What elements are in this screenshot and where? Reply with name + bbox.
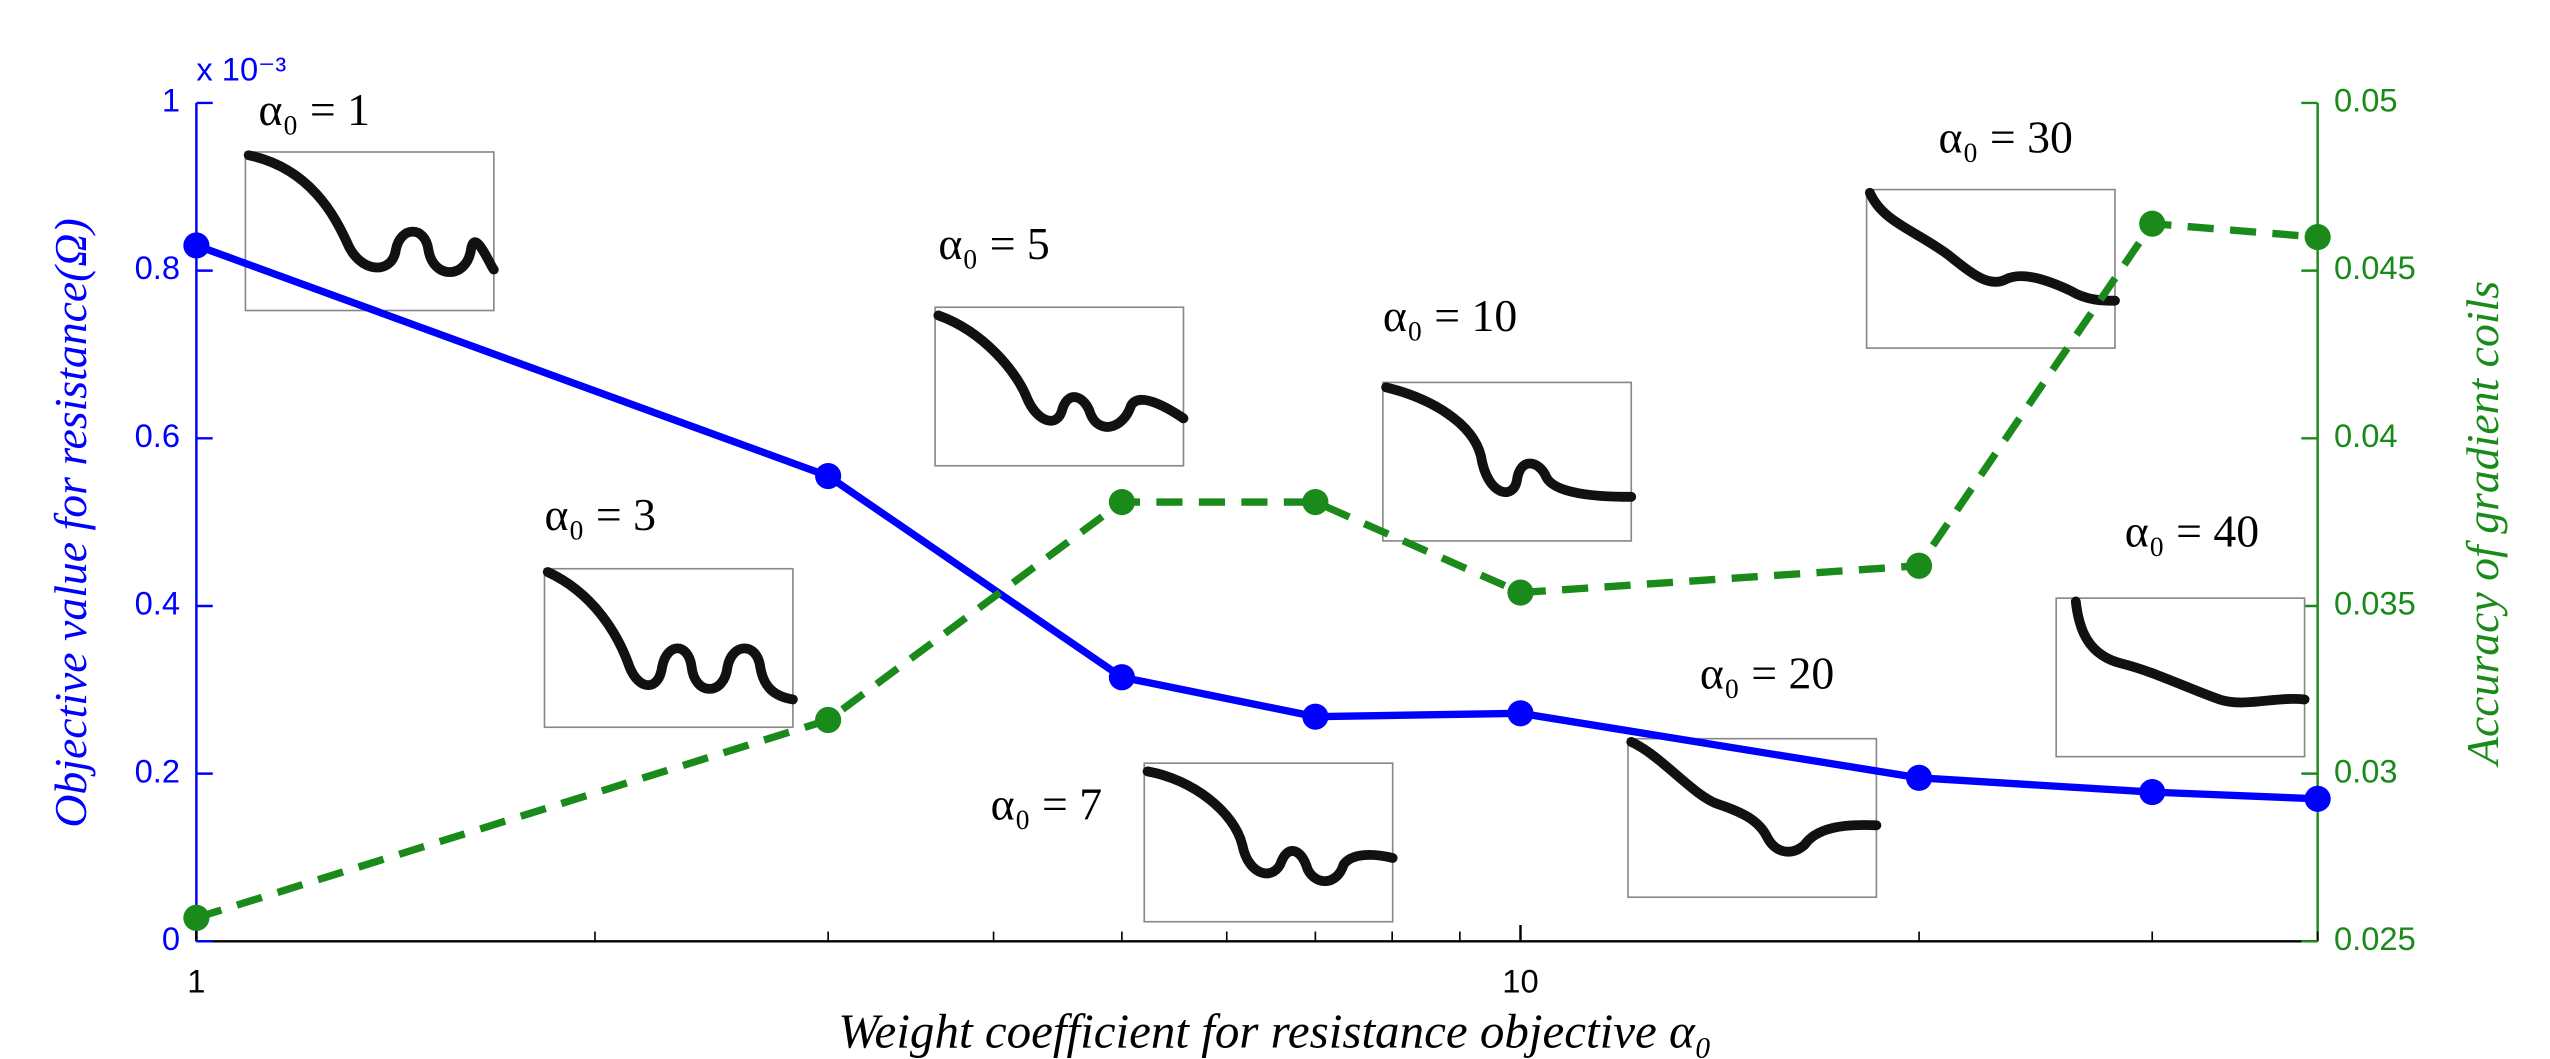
x-tick-label: 1 bbox=[187, 962, 205, 999]
data-point bbox=[1302, 489, 1328, 515]
annotation: α₀ = 5 bbox=[938, 218, 1049, 269]
annotation: α₀ = 1 bbox=[258, 84, 369, 135]
data-point bbox=[815, 463, 841, 489]
y2-axis-label: Accuracy of gradient coils bbox=[2457, 281, 2508, 768]
thumbnail-frame bbox=[245, 152, 493, 311]
y-multiplier: x 10⁻³ bbox=[196, 51, 286, 88]
coil-thumbnail bbox=[1867, 190, 2115, 349]
y2-tick-label: 0.05 bbox=[2334, 82, 2398, 119]
data-point bbox=[2139, 211, 2165, 237]
data-point bbox=[1109, 489, 1135, 515]
data-point bbox=[1507, 579, 1533, 605]
annotation: α₀ = 20 bbox=[1700, 648, 1834, 699]
y-tick-label: 0.8 bbox=[135, 249, 180, 286]
y2-tick-label: 0.04 bbox=[2334, 417, 2398, 454]
y2-tick-label: 0.045 bbox=[2334, 249, 2416, 286]
data-point bbox=[1906, 765, 1932, 791]
annotation: α₀ = 40 bbox=[2125, 506, 2259, 557]
data-point bbox=[2139, 779, 2165, 805]
data-point bbox=[183, 232, 209, 258]
coil-thumbnail bbox=[935, 307, 1183, 466]
annotation: α₀ = 30 bbox=[1939, 112, 2073, 163]
coil-thumbnail bbox=[245, 152, 493, 311]
y-tick-label: 0.4 bbox=[135, 585, 180, 622]
y-tick-label: 0.6 bbox=[135, 417, 180, 454]
annotation: α₀ = 7 bbox=[991, 778, 1102, 829]
y2-tick-label: 0.03 bbox=[2334, 752, 2398, 789]
data-point bbox=[815, 707, 841, 733]
thumbnail-frame bbox=[1867, 190, 2115, 349]
y-tick-label: 1 bbox=[162, 82, 180, 119]
data-point bbox=[1906, 553, 1932, 579]
data-point bbox=[1109, 664, 1135, 690]
coil-thumbnail bbox=[544, 569, 792, 728]
data-point bbox=[2305, 786, 2331, 812]
data-point bbox=[1507, 700, 1533, 726]
page: {"chart_data": {"type": "line", "x": [1,… bbox=[0, 0, 2550, 1059]
y-tick-label: 0.2 bbox=[135, 752, 180, 789]
y-axis-label: Objective value for resistance(Ω) bbox=[45, 218, 96, 827]
thumbnail-frame bbox=[1383, 382, 1631, 541]
x-tick-label: 10 bbox=[1502, 962, 1538, 999]
y2-tick-label: 0.025 bbox=[2334, 920, 2416, 957]
data-point bbox=[1302, 704, 1328, 730]
coil-thumbnail bbox=[1144, 763, 1392, 922]
annotation: α₀ = 10 bbox=[1383, 290, 1517, 341]
x-axis-label: Weight coefficient for resistance object… bbox=[838, 1003, 1712, 1058]
coil-thumbnail bbox=[2056, 598, 2304, 757]
data-point bbox=[2305, 224, 2331, 250]
y-tick-label: 0 bbox=[162, 920, 180, 957]
chart: x 10⁻³ Weight coefficient for resistance… bbox=[0, 0, 2550, 1059]
y2-tick-label: 0.035 bbox=[2334, 585, 2416, 622]
coil-thumbnail bbox=[1383, 382, 1631, 541]
thumbnail-frame bbox=[2056, 598, 2304, 757]
annotation: α₀ = 3 bbox=[544, 489, 655, 540]
data-point bbox=[183, 905, 209, 931]
